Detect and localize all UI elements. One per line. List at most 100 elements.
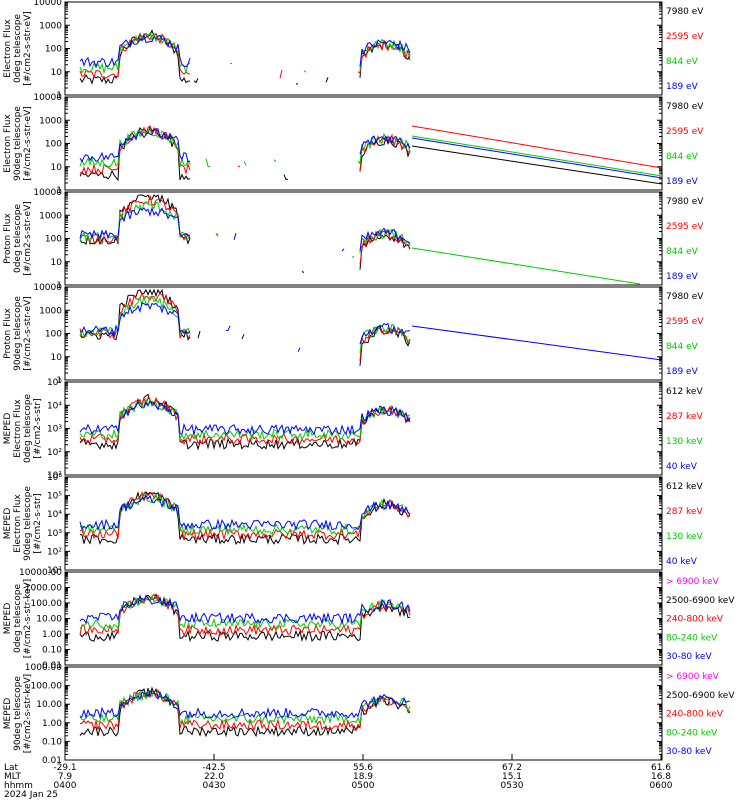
- legend-entry: 7980 eV: [666, 292, 704, 302]
- data-trace: [79, 125, 411, 176]
- panel-7: 0.010.101.0010.00100.001000.0010000.00ME…: [3, 568, 735, 671]
- y-axis-label-line: MEPED: [3, 698, 13, 730]
- data-trace: [79, 396, 411, 446]
- y-axis-label-line: [#/cm2-s-str-eV]: [23, 11, 33, 86]
- legend-entry: 7980 eV: [666, 102, 704, 112]
- y-axis-label-line: 90deg telescope: [13, 296, 23, 371]
- legend-entry: 240-800 keV: [666, 615, 724, 625]
- y-axis-label-line: 0deg telescope: [13, 584, 23, 654]
- y-tick-label: 10¹: [47, 566, 62, 576]
- data-trace: [79, 206, 411, 252]
- x-tick-label: -29.1: [53, 763, 76, 773]
- series-layer: [79, 288, 663, 366]
- y-axis-label-line: 0deg telescope: [13, 204, 23, 274]
- x-row-label: MLT: [4, 772, 22, 782]
- data-trace: [79, 400, 411, 436]
- data-trace: [79, 594, 411, 630]
- legend-entry: 240-800 keV: [666, 710, 724, 720]
- panel-frame: [64, 571, 663, 666]
- y-tick-label: 10: [51, 68, 63, 78]
- y-axis-label-line: 90deg telescope: [13, 106, 23, 181]
- y-axis-label-line: [#/cm2-s-str-eV]: [23, 106, 33, 181]
- data-trace: [79, 33, 411, 69]
- y-axis-label-line: [#/cm2-s-str-eV]: [23, 201, 33, 276]
- y-axis-label-line: MEPED: [3, 413, 13, 445]
- y-tick-label: 100.00: [31, 599, 63, 609]
- data-trace: [79, 689, 411, 720]
- y-tick-label: 10000.00: [19, 568, 62, 578]
- data-trace: [79, 594, 411, 625]
- extrapolation-line: [411, 325, 663, 361]
- y-tick-label: 10²: [47, 547, 62, 557]
- y-axis-label: Electron Flux0deg telescope[#/cm2-s-str-…: [3, 11, 33, 86]
- legend-entry: 844 eV: [666, 152, 699, 162]
- legend-entry: 2500-6900 keV: [666, 596, 735, 606]
- data-trace: [79, 195, 411, 265]
- y-axis-label-line: Electron Flux: [3, 19, 13, 78]
- legend-entry: 30-80 keV: [666, 652, 712, 662]
- legend-entry: 189 eV: [666, 272, 699, 282]
- y-axis-label-line: [#/cm2-s-str-eV]: [23, 296, 33, 371]
- y-tick-label: 10³: [47, 529, 62, 539]
- extrapolation-line: [411, 145, 663, 185]
- legend-entry: 40 keV: [666, 462, 698, 472]
- y-tick-label: 0.10: [42, 737, 62, 747]
- y-axis-label: Proton Flux90deg telescope[#/cm2-s-str-e…: [3, 296, 33, 371]
- y-axis-label-line: [#/cm2-s-str-keV]: [23, 674, 33, 753]
- date-label: 2024 Jan 25: [4, 790, 58, 800]
- y-tick-label: 100: [45, 45, 62, 55]
- legend-entry: 844 eV: [666, 247, 699, 257]
- data-trace: [79, 201, 411, 259]
- series-layer: [79, 491, 411, 546]
- y-tick-label: 10000: [33, 188, 62, 198]
- y-axis-label: Electron Flux90deg telescope[#/cm2-s-str…: [3, 106, 33, 181]
- y-tick-label: 1000: [39, 21, 62, 31]
- y-tick-label: 1.00: [42, 719, 62, 729]
- y-axis-label: MEPEDElectron Flux0deg telescope[#/cm2-s…: [3, 394, 43, 464]
- y-tick-label: 1000: [39, 211, 62, 221]
- y-axis-label-line: MEPED: [3, 508, 13, 540]
- y-axis-label-line: 0deg telescope: [23, 394, 33, 464]
- x-tick-label: 18.9: [353, 772, 373, 782]
- legend-entry: 30-80 keV: [666, 747, 712, 757]
- series-layer: [79, 194, 641, 285]
- legend-entry: 287 keV: [666, 412, 703, 422]
- y-tick-label: 10.00: [36, 615, 62, 625]
- y-tick-label: 10: [51, 258, 63, 268]
- y-tick-label: 10.00: [36, 700, 62, 710]
- x-tick-label: 55.6: [353, 763, 373, 773]
- panel-frame: [64, 1, 663, 96]
- y-tick-label: 10⁴: [47, 401, 62, 411]
- y-axis-label-line: 90deg telescope: [23, 486, 33, 561]
- y-tick-label: 0.10: [42, 646, 62, 656]
- x-tick-label: 15.1: [502, 772, 522, 782]
- series-layer: [79, 29, 411, 85]
- panel-5: 10¹ 10² 10³ 10⁴ 10⁵ MEPEDElectron Flux0deg te…: [3, 378, 703, 481]
- y-tick-label: 1: [56, 376, 62, 386]
- x-tick-label: -42.5: [202, 763, 225, 773]
- series-layer: [79, 393, 411, 451]
- data-trace: [79, 690, 411, 725]
- y-axis-label: MEPED90deg telescope[#/cm2-s-str-keV]: [3, 674, 33, 753]
- y-tick-label: 100.00: [31, 682, 63, 692]
- y-tick-label: 10²: [47, 448, 62, 458]
- y-tick-label: 10⁵: [47, 378, 62, 388]
- y-axis-label: MEPED0deg telescope[#/cm2-s-str-keV]: [3, 579, 33, 658]
- x-tick-label: 16.8: [651, 772, 671, 782]
- y-axis-label-line: Proton Flux: [3, 213, 13, 264]
- legend-entry: 130 keV: [666, 437, 703, 447]
- legend-entry: 2595 eV: [666, 222, 704, 232]
- legend-entry: 612 keV: [666, 482, 703, 492]
- legend-entry: 7980 eV: [666, 197, 704, 207]
- data-trace: [79, 288, 411, 366]
- legend-entry: 189 eV: [666, 82, 699, 92]
- y-axis-label-line: MEPED: [3, 603, 13, 635]
- x-tick-label: 0430: [203, 781, 226, 791]
- panel-6: 10¹ 10² 10³ 10⁴ 10⁵ 10⁶ MEPEDElectron Flux90de…: [3, 473, 703, 576]
- y-tick-label: 1000.00: [25, 584, 62, 594]
- extrapolation-line: [411, 137, 663, 179]
- legend-entry: > 6900 keV: [666, 577, 720, 587]
- legend-entry: 2595 eV: [666, 317, 704, 327]
